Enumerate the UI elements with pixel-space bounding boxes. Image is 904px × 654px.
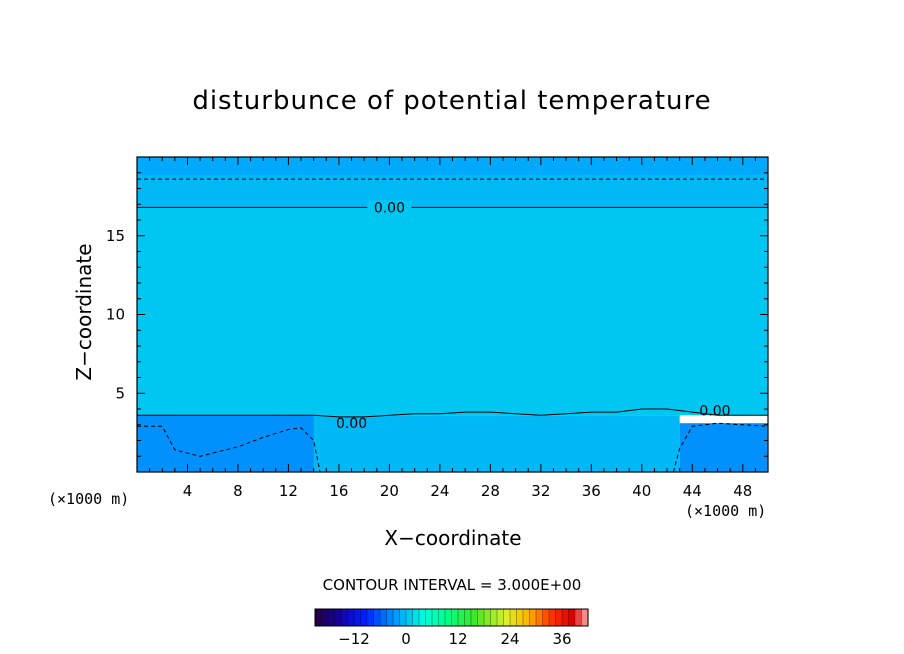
colorbar-segment-36 xyxy=(548,608,557,627)
field-region-2 xyxy=(137,207,768,416)
colorbar-segment-34 xyxy=(535,608,544,627)
colorbar-segment-1 xyxy=(321,608,329,627)
colorbar-segment-31 xyxy=(516,608,524,627)
colorbar-segment-3 xyxy=(334,608,342,627)
colorbar-tick-label-3: 24 xyxy=(500,630,519,648)
colorbar-segment-15 xyxy=(412,608,420,627)
colorbar-segment-26 xyxy=(483,608,492,627)
field-region-0 xyxy=(137,157,768,176)
colorbar-tick-label-0: −12 xyxy=(338,630,370,648)
x-tick-label-9: 40 xyxy=(632,482,651,500)
colorbar-segment-4 xyxy=(340,608,349,627)
colorbar-segment-20 xyxy=(444,608,453,627)
y-axis-ticks: 5 10 15 xyxy=(106,172,768,457)
y-axis-label: Z−coordinate xyxy=(72,243,96,381)
colorbar: −12 0 12 24 36 xyxy=(314,608,589,648)
colorbar-segment-17 xyxy=(425,608,433,627)
field-region-5 xyxy=(679,423,768,472)
colorbar-segment-30 xyxy=(509,608,518,627)
y-tick-label-2: 15 xyxy=(106,227,125,245)
x-axis-ticks: 4 8 12 16 20 24 28 32 36 40 44 48 xyxy=(149,157,756,500)
colorbar-segment-28 xyxy=(496,608,505,627)
colorbar-segment-33 xyxy=(529,608,537,627)
colorbar-tick-label-2: 12 xyxy=(448,630,467,648)
x-tick-label-3: 16 xyxy=(329,482,348,500)
contour-label-1: 0.00 xyxy=(336,416,367,432)
x-unit-label-right: (×1000 m) xyxy=(685,502,767,520)
x-tick-label-11: 48 xyxy=(733,482,752,500)
colorbar-segment-18 xyxy=(431,608,440,627)
colorbar-segment-13 xyxy=(399,608,407,627)
contour-labels: 0.00 0.00 0.00 xyxy=(336,200,731,432)
x-axis-label: X−coordinate xyxy=(384,526,522,550)
colorbar-segment-23 xyxy=(464,608,472,627)
colorbar-segment-2 xyxy=(327,608,336,627)
contour-label-0: 0.00 xyxy=(374,200,405,216)
y-tick-label-1: 10 xyxy=(106,306,125,324)
heatmap-field xyxy=(137,157,768,472)
colorbar-tick-label-4: 36 xyxy=(552,630,571,648)
contour-interval-label: CONTOUR INTERVAL = 3.000E+00 xyxy=(322,576,582,594)
colorbar-segment-39 xyxy=(568,608,576,627)
colorbar-segment-25 xyxy=(477,608,485,627)
colorbar-segment-0 xyxy=(314,608,323,627)
colorbar-tick-label-1: 0 xyxy=(401,630,411,648)
colorbar-segment-19 xyxy=(438,608,446,627)
colorbar-segment-14 xyxy=(405,608,414,627)
x-tick-label-8: 36 xyxy=(582,482,601,500)
colorbar-segment-38 xyxy=(561,608,570,627)
colorbar-segment-32 xyxy=(522,608,531,627)
colorbar-segment-22 xyxy=(457,608,466,627)
colorbar-segment-29 xyxy=(503,608,511,627)
colorbar-segment-6 xyxy=(353,608,362,627)
contour-lines xyxy=(137,178,768,472)
x-unit-label-left: (×1000 m) xyxy=(48,490,130,508)
x-tick-label-6: 28 xyxy=(481,482,500,500)
colorbar-frame xyxy=(314,608,589,627)
colorbar-segment-9 xyxy=(373,608,381,627)
colorbar-segment-5 xyxy=(347,608,355,627)
x-tick-label-1: 8 xyxy=(233,482,243,500)
field-region-1 xyxy=(137,175,768,208)
colorbar-segment-27 xyxy=(490,608,498,627)
x-tick-label-7: 32 xyxy=(531,482,550,500)
colorbar-segment-10 xyxy=(379,608,388,627)
colorbar-segment-35 xyxy=(542,608,550,627)
colorbar-segment-16 xyxy=(418,608,427,627)
colorbar-segment-37 xyxy=(555,608,563,627)
x-tick-label-4: 20 xyxy=(380,482,399,500)
x-tick-label-5: 24 xyxy=(430,482,449,500)
colorbar-segment-40 xyxy=(574,608,583,627)
chart-title: disturbunce of potential temperature xyxy=(192,86,712,116)
x-tick-label-10: 44 xyxy=(683,482,702,500)
x-tick-label-0: 4 xyxy=(183,482,193,500)
colorbar-segment-21 xyxy=(451,608,459,627)
x-tick-label-2: 12 xyxy=(279,482,298,500)
colorbar-segment-7 xyxy=(360,608,368,627)
field-region-4 xyxy=(137,415,314,472)
field-region-3 xyxy=(301,415,680,472)
colorbar-segment-12 xyxy=(392,608,401,627)
colorbar-segment-41 xyxy=(581,608,589,627)
colorbar-segment-24 xyxy=(470,608,479,627)
contour-label-2: 0.00 xyxy=(699,404,730,420)
y-tick-label-0: 5 xyxy=(115,384,125,402)
zero-contour-1 xyxy=(137,408,768,418)
colorbar-segment-8 xyxy=(366,608,375,627)
colorbar-segment-11 xyxy=(386,608,394,627)
negative-contour-1 xyxy=(137,425,321,472)
contour-label-bg xyxy=(367,200,412,215)
